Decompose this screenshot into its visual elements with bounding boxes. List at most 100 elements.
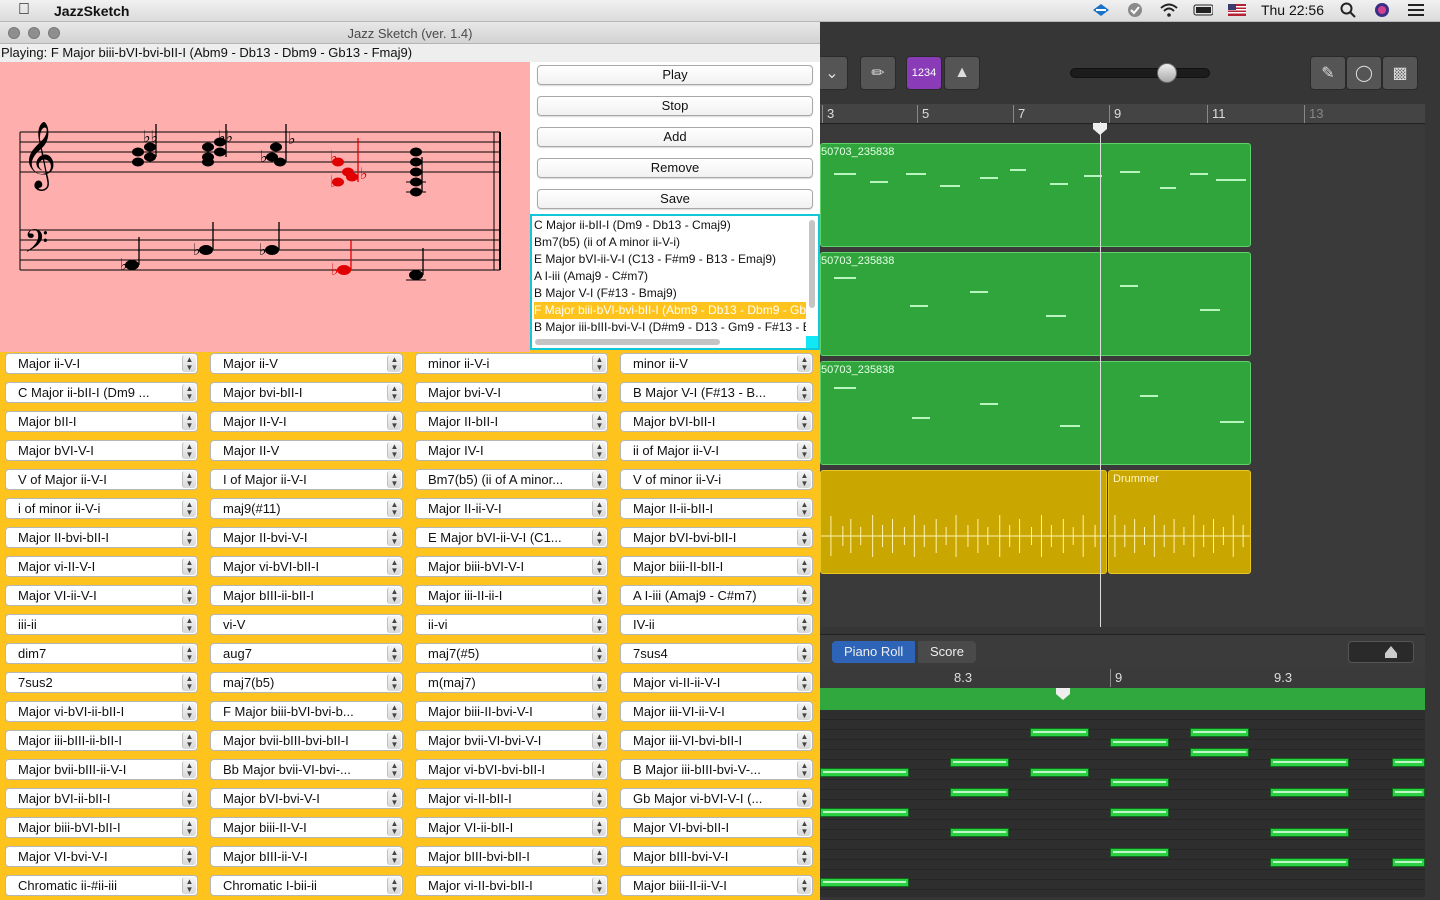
progression-dropdown[interactable]: Major bvi-bII-I ▲ ▼ xyxy=(210,382,403,403)
progression-dropdown[interactable]: Major vi-bVI-ii-bII-I ▲ ▼ xyxy=(5,701,198,722)
dropdown-arrows-icon[interactable]: ▲ ▼ xyxy=(797,819,811,836)
stop-button[interactable]: Stop xyxy=(537,96,813,116)
piano-roll-note[interactable] xyxy=(820,808,909,817)
dropdown-arrows-icon[interactable]: ▲ ▼ xyxy=(182,413,196,430)
dropdown-arrows-icon[interactable]: ▲ ▼ xyxy=(592,761,606,778)
metronome-icon[interactable]: ▲ xyxy=(944,56,980,90)
progression-dropdown[interactable]: Major vi-bVI-bII-I ▲ ▼ xyxy=(210,556,403,577)
drummer-region[interactable] xyxy=(820,470,1107,574)
dropdown-arrows-icon[interactable]: ▲ ▼ xyxy=(797,442,811,459)
dropdown-arrows-icon[interactable]: ▲ ▼ xyxy=(182,877,196,894)
dropdown-arrows-icon[interactable]: ▲ ▼ xyxy=(182,355,196,372)
progression-dropdown[interactable]: minor ii-V ▲ ▼ xyxy=(620,353,813,374)
dropdown-arrows-icon[interactable]: ▲ ▼ xyxy=(387,674,401,691)
progression-list-item[interactable]: B Major V-I (F#13 - Bmaj9) xyxy=(534,286,677,300)
dropdown-arrows-icon[interactable]: ▲ ▼ xyxy=(182,529,196,546)
progression-dropdown[interactable]: Major iii-VI-ii-V-I ▲ ▼ xyxy=(620,701,813,722)
piano-roll-note[interactable] xyxy=(1270,828,1349,837)
dropdown-arrows-icon[interactable]: ▲ ▼ xyxy=(387,558,401,575)
tuner-icon[interactable]: ✏ xyxy=(860,56,896,90)
piano-roll-note[interactable] xyxy=(1030,768,1089,777)
midi-region[interactable]: 50703_235838 xyxy=(820,252,1251,356)
progression-dropdown[interactable]: Major II-V-I ▲ ▼ xyxy=(210,411,403,432)
progression-dropdown[interactable]: Bm7(b5) (ii of A minor... ▲ ▼ xyxy=(415,469,608,490)
piano-roll-note[interactable] xyxy=(1270,788,1349,797)
piano-roll-note[interactable] xyxy=(1110,778,1169,787)
editor-playhead-handle[interactable] xyxy=(1056,688,1070,700)
media-browser-icon[interactable]: ▩ xyxy=(1382,56,1418,90)
progression-list[interactable]: C Major ii-bII-I (Dm9 - Db13 - Cmaj9) Bm7… xyxy=(530,214,820,350)
dropdown-arrows-icon[interactable]: ▲ ▼ xyxy=(797,413,811,430)
progression-dropdown[interactable]: Major VI-bvi-V-I ▲ ▼ xyxy=(5,846,198,867)
dropdown-arrows-icon[interactable]: ▲ ▼ xyxy=(387,471,401,488)
piano-roll-note[interactable] xyxy=(1392,758,1425,767)
master-volume-slider[interactable] xyxy=(1070,63,1210,83)
progression-dropdown[interactable]: Major bIII-ii-V-I ▲ ▼ xyxy=(210,846,403,867)
zoom-knob[interactable] xyxy=(1385,646,1397,658)
wifi-icon[interactable] xyxy=(1159,2,1179,18)
dropdown-arrows-icon[interactable]: ▲ ▼ xyxy=(797,674,811,691)
progression-dropdown[interactable]: Major II-bvi-V-I ▲ ▼ xyxy=(210,527,403,548)
dropdown-arrows-icon[interactable]: ▲ ▼ xyxy=(387,703,401,720)
progression-dropdown[interactable]: ii of Major ii-V-I ▲ ▼ xyxy=(620,440,813,461)
dropdown-arrows-icon[interactable]: ▲ ▼ xyxy=(182,761,196,778)
dropdown-arrows-icon[interactable]: ▲ ▼ xyxy=(387,587,401,604)
dropdown-arrows-icon[interactable]: ▲ ▼ xyxy=(387,413,401,430)
progression-dropdown[interactable]: Major II-ii-bII-I ▲ ▼ xyxy=(620,498,813,519)
progression-dropdown[interactable]: Major bIII-bvi-V-I ▲ ▼ xyxy=(620,846,813,867)
dropdown-arrows-icon[interactable]: ▲ ▼ xyxy=(592,819,606,836)
progression-dropdown[interactable]: Major bII-I ▲ ▼ xyxy=(5,411,198,432)
progression-dropdown[interactable]: Major bIII-bvi-bII-I ▲ ▼ xyxy=(415,846,608,867)
progression-dropdown[interactable]: F Major biii-bVI-bvi-b... ▲ ▼ xyxy=(210,701,403,722)
play-button[interactable]: Play xyxy=(537,65,813,85)
minimize-icon[interactable] xyxy=(28,27,40,39)
editor-region-band[interactable] xyxy=(820,688,1425,710)
drummer-region[interactable]: Drummer xyxy=(1108,470,1251,574)
progression-dropdown[interactable]: Major vi-bVI-bvi-bII-I ▲ ▼ xyxy=(415,759,608,780)
list-vertical-scrollbar[interactable] xyxy=(809,220,815,308)
flag-icon[interactable] xyxy=(1227,2,1247,18)
progression-dropdown[interactable]: 7sus2 ▲ ▼ xyxy=(5,672,198,693)
dropdown-arrows-icon[interactable]: ▲ ▼ xyxy=(797,529,811,546)
dropdown-arrows-icon[interactable]: ▲ ▼ xyxy=(182,500,196,517)
progression-dropdown[interactable]: Major bvii-VI-bvi-V-I ▲ ▼ xyxy=(415,730,608,751)
dropdown-arrows-icon[interactable]: ▲ ▼ xyxy=(592,616,606,633)
dropdown-arrows-icon[interactable]: ▲ ▼ xyxy=(592,848,606,865)
progression-dropdown[interactable]: Major biii-II-V-I ▲ ▼ xyxy=(210,817,403,838)
dropdown-arrows-icon[interactable]: ▲ ▼ xyxy=(182,732,196,749)
dropdown-arrows-icon[interactable]: ▲ ▼ xyxy=(387,355,401,372)
dropdown-arrows-icon[interactable]: ▲ ▼ xyxy=(182,645,196,662)
dropdown-arrows-icon[interactable]: ▲ ▼ xyxy=(592,384,606,401)
progression-dropdown[interactable]: Major II-bvi-bII-I ▲ ▼ xyxy=(5,527,198,548)
piano-roll-note[interactable] xyxy=(950,758,1009,767)
count-in-button[interactable]: 1234 xyxy=(906,56,942,90)
progression-dropdown[interactable]: Bb Major bvii-VI-bvi-... ▲ ▼ xyxy=(210,759,403,780)
midi-region[interactable]: 50703_235838 xyxy=(820,143,1251,247)
progression-dropdown[interactable]: Major vi-II-bvi-bII-I ▲ ▼ xyxy=(415,875,608,896)
piano-roll-note[interactable] xyxy=(1110,848,1169,857)
progression-list-item[interactable]: Bm7(b5) (ii of A minor ii-V-i) xyxy=(534,235,681,249)
midi-region[interactable]: 50703_235838 xyxy=(820,361,1251,465)
progression-dropdown[interactable]: Major bvii-bIII-bvi-bII-I ▲ ▼ xyxy=(210,730,403,751)
dropdown-arrows-icon[interactable]: ▲ ▼ xyxy=(592,703,606,720)
progression-dropdown[interactable]: Major biii-II-bII-I ▲ ▼ xyxy=(620,556,813,577)
progression-list-item[interactable]: A I-iii (Amaj9 - C#m7) xyxy=(534,269,649,283)
dropdown-arrows-icon[interactable]: ▲ ▼ xyxy=(592,500,606,517)
progression-dropdown[interactable]: m(maj7) ▲ ▼ xyxy=(415,672,608,693)
dropdown-arrows-icon[interactable]: ▲ ▼ xyxy=(182,819,196,836)
piano-roll-note[interactable] xyxy=(1392,788,1425,797)
tracks-area[interactable]: 50703_235838 50703_235838 50703_235838 D… xyxy=(820,125,1425,627)
progression-dropdown[interactable]: Chromatic ii-#ii-iii ▲ ▼ xyxy=(5,875,198,896)
dropdown-arrows-icon[interactable]: ▲ ▼ xyxy=(182,471,196,488)
dropdown-arrows-icon[interactable]: ▲ ▼ xyxy=(592,790,606,807)
progression-dropdown[interactable]: B Major iii-bIII-bvi-V-... ▲ ▼ xyxy=(620,759,813,780)
progression-dropdown[interactable]: Major II-V ▲ ▼ xyxy=(210,440,403,461)
dropdown-arrows-icon[interactable]: ▲ ▼ xyxy=(797,645,811,662)
progression-dropdown[interactable]: Major biii-bVI-V-I ▲ ▼ xyxy=(415,556,608,577)
timeline-ruler[interactable]: 3 5 7 9 11 13 xyxy=(820,104,1425,124)
progression-dropdown[interactable]: maj7(#5) ▲ ▼ xyxy=(415,643,608,664)
progression-list-item[interactable]: B Major iii-bIII-bvi-V-I (D#m9 - D13 - G… xyxy=(534,320,806,334)
progression-dropdown[interactable]: vi-V ▲ ▼ xyxy=(210,614,403,635)
list-horizontal-scrollbar[interactable] xyxy=(535,339,720,345)
dropdown-arrows-icon[interactable]: ▲ ▼ xyxy=(592,645,606,662)
